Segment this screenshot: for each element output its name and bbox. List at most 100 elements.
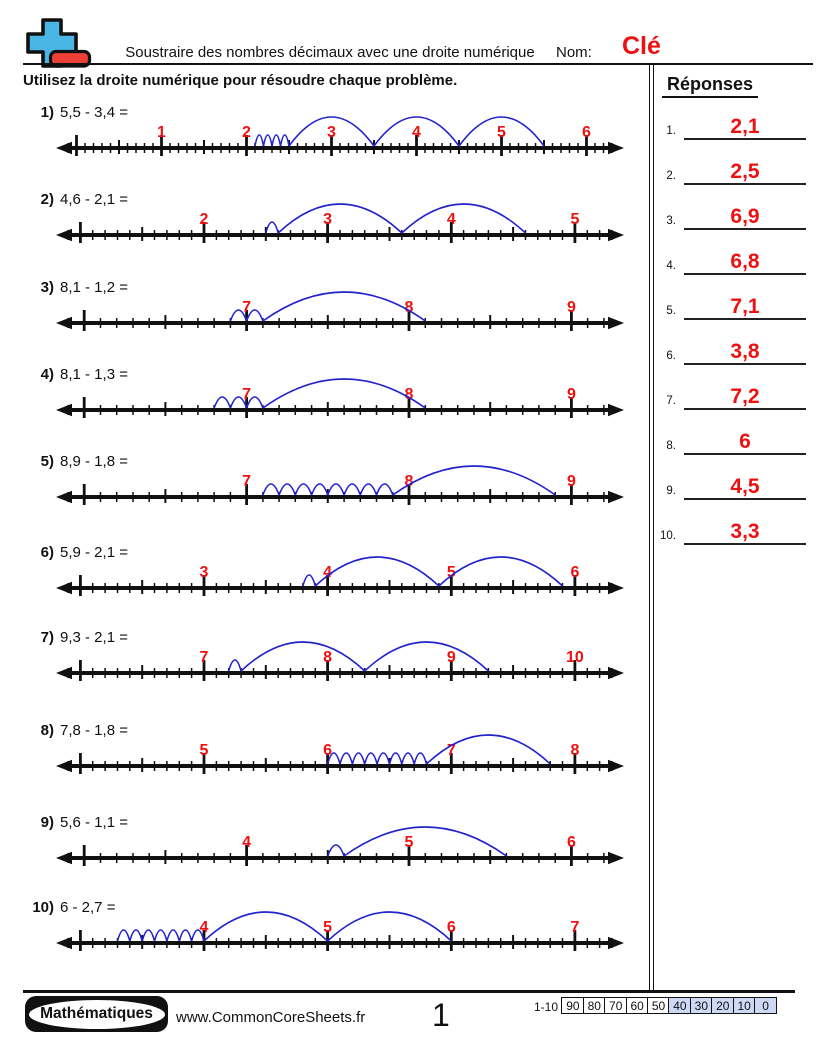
tick-label: 4 (200, 919, 209, 936)
tick-label: 7 (242, 299, 251, 316)
tick-label: 8 (405, 386, 414, 403)
right-arrow-icon (608, 403, 624, 417)
right-arrow-icon (608, 581, 624, 595)
left-arrow-icon (56, 851, 72, 865)
number-line: 1 2 3 4 5 6 (56, 116, 624, 156)
hop-arcs (227, 641, 489, 672)
left-arrow-icon (56, 141, 72, 155)
answer-number: 1. (666, 125, 676, 137)
ticks (67, 930, 613, 951)
right-arrow-icon (608, 936, 624, 950)
left-arrow-icon (56, 581, 72, 595)
header-rule (23, 63, 813, 66)
number-line: 4 5 6 7 (56, 911, 624, 951)
answer-number: 6. (666, 350, 676, 362)
number-line: 7 8 9 (56, 291, 624, 331)
tick-label: 5 (447, 564, 456, 581)
tick-labels: 4 5 6 7 (200, 919, 580, 936)
answer-value: 7,1 (730, 295, 760, 318)
name-value: Clé (622, 32, 661, 60)
hop-arcs (229, 291, 426, 322)
page-title: Soustraire des nombres décimaux avec une… (125, 44, 535, 61)
page-number: 1 (432, 997, 450, 1033)
left-arrow-icon (56, 403, 72, 417)
tick-labels: 2 3 4 5 (200, 211, 580, 228)
tick-label: 4 (447, 211, 456, 228)
hop-arcs (116, 911, 452, 942)
right-arrow-icon (608, 759, 624, 773)
ticks (67, 575, 613, 596)
hop-arcs (254, 116, 545, 147)
problem-expression: 4,6 - 2,1 = (60, 191, 128, 208)
problem-number: 5) (40, 453, 54, 470)
tick-label: 2 (200, 211, 209, 228)
tick-label: 7 (242, 386, 251, 403)
tick-label: 9 (567, 473, 576, 490)
ticks (67, 397, 605, 418)
answer-number: 10. (660, 530, 676, 542)
tick-label: 10 (566, 649, 584, 666)
tick-labels: 7 8 9 10 (200, 649, 584, 666)
tick-label: 7 (447, 742, 456, 759)
problem-expression: 7,8 - 1,8 = (60, 722, 128, 739)
tick-label: 6 (570, 564, 579, 581)
tick-labels: 7 8 9 (242, 299, 576, 316)
number-line: 4 5 6 (56, 826, 624, 866)
tick-label: 2 (242, 124, 251, 141)
number-line: 2 3 4 5 (56, 203, 624, 243)
tick-label: 5 (200, 742, 209, 759)
answer-line (684, 228, 806, 230)
problem-expression: 6 - 2,7 = (60, 899, 116, 916)
ticks (67, 845, 605, 866)
answer-value: 3,3 (730, 520, 760, 543)
left-arrow-icon (56, 759, 72, 773)
score-cell: 70 (604, 997, 628, 1014)
left-arrow-icon (56, 936, 72, 950)
tick-label: 1 (157, 124, 166, 141)
hop-arcs (327, 826, 507, 857)
answer-value: 3,8 (730, 340, 760, 363)
tick-label: 3 (327, 124, 336, 141)
right-arrow-icon (608, 228, 624, 242)
ticks (67, 310, 605, 331)
score-cell: 10 (732, 997, 756, 1014)
answer-number: 8. (666, 440, 676, 452)
tick-labels: 4 5 6 (242, 834, 576, 851)
tick-label: 4 (412, 124, 421, 141)
answer-number: 7. (666, 395, 676, 407)
tick-label: 5 (570, 211, 579, 228)
right-arrow-icon (608, 666, 624, 680)
problem-number: 9) (40, 814, 54, 831)
problem-number: 2) (40, 191, 54, 208)
tick-label: 9 (567, 299, 576, 316)
tick-label: 7 (570, 919, 579, 936)
answer-value: 6 (739, 430, 751, 453)
answer-value: 7,2 (730, 385, 760, 408)
problem-expression: 8,1 - 1,3 = (60, 366, 128, 383)
number-line: 7 8 9 10 (56, 641, 624, 681)
website-text: www.CommonCoreSheets.fr (176, 1009, 366, 1026)
hop-arcs (302, 556, 564, 587)
score-cell: 30 (689, 997, 713, 1014)
answer-line (684, 498, 806, 500)
right-arrow-icon (608, 316, 624, 330)
ticks (67, 484, 605, 505)
number-line: 7 8 9 (56, 465, 624, 505)
tick-label: 5 (497, 124, 506, 141)
tick-labels: 7 8 9 (242, 386, 576, 403)
tick-label: 9 (567, 386, 576, 403)
tick-label: 6 (323, 742, 332, 759)
answer-line (684, 408, 806, 410)
left-arrow-icon (56, 666, 72, 680)
score-cell: 90 (561, 997, 585, 1014)
right-arrow-icon (608, 141, 624, 155)
score-table: 90 80 70 60 50 40 30 20 10 0 (561, 997, 778, 1014)
answer-line (684, 273, 806, 275)
problem-expression: 5,6 - 1,1 = (60, 814, 128, 831)
minus-shape (48, 49, 92, 68)
tick-label: 7 (200, 649, 209, 666)
badge-label: Mathématiques (28, 999, 165, 1029)
score-cell: 80 (582, 997, 606, 1014)
hop-arcs (265, 203, 527, 234)
answer-value: 4,5 (730, 475, 760, 498)
